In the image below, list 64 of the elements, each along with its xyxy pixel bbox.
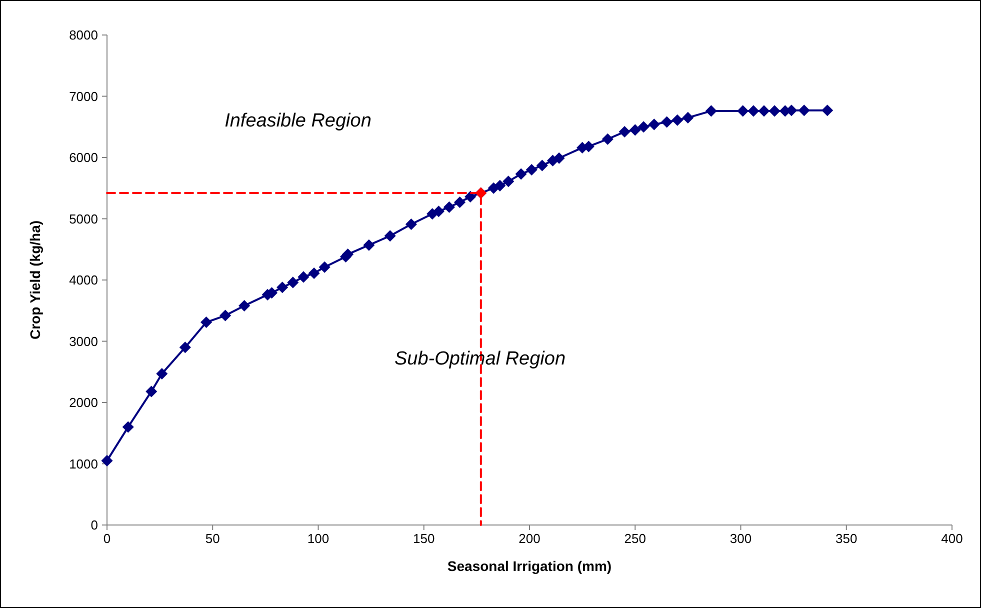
x-tick-label: 150 — [413, 531, 435, 546]
point — [432, 206, 444, 218]
point — [308, 267, 320, 280]
x-tick-label: 100 — [307, 531, 330, 546]
point — [405, 218, 417, 230]
point — [822, 104, 834, 116]
point — [363, 239, 375, 251]
y-tick-label: 2000 — [69, 395, 98, 410]
annotation: Sub-Optimal Region — [394, 348, 566, 370]
point — [768, 105, 780, 117]
point — [602, 133, 614, 145]
y-tick-label: 5000 — [69, 211, 98, 226]
point — [276, 282, 288, 294]
point — [494, 180, 506, 192]
point — [536, 160, 548, 172]
point — [220, 310, 232, 322]
y-tick-label: 7000 — [69, 88, 98, 104]
point — [798, 104, 810, 116]
point — [318, 261, 330, 273]
y-tick-label: 0 — [90, 518, 98, 533]
point — [179, 342, 191, 354]
y-tick-label: 4000 — [69, 272, 98, 288]
point — [629, 124, 641, 136]
x-tick-label: 400 — [941, 531, 963, 546]
point — [443, 201, 455, 213]
point — [454, 196, 466, 208]
point — [526, 164, 538, 176]
point — [672, 114, 684, 126]
x-tick-label: 300 — [730, 531, 752, 546]
x-tick-label: 350 — [836, 531, 858, 546]
y-tick-label: 8000 — [69, 28, 98, 43]
point — [682, 112, 694, 124]
point — [648, 118, 660, 130]
point — [553, 152, 565, 164]
point — [638, 121, 650, 133]
x-tick-label: 50 — [205, 531, 220, 546]
x-axis-title: Seasonal Irrigation (mm) — [447, 558, 612, 574]
point — [502, 176, 514, 188]
point — [515, 168, 527, 180]
point — [156, 368, 168, 380]
y-tick-label: 3000 — [69, 334, 98, 349]
x-tick-label: 200 — [518, 531, 540, 546]
point — [737, 105, 749, 117]
point — [287, 276, 299, 288]
point — [618, 126, 630, 138]
y-axis-title: Crop Yield (kg/ha) — [27, 220, 43, 340]
point — [464, 190, 476, 202]
point — [705, 105, 717, 117]
point — [146, 386, 158, 398]
x-tick-label: 0 — [103, 531, 111, 546]
point — [758, 105, 770, 117]
point — [238, 300, 250, 312]
y-tick-label: 1000 — [69, 456, 98, 472]
point — [122, 421, 134, 433]
y-tick-label: 6000 — [69, 150, 98, 166]
x-tick-label: 250 — [624, 531, 646, 546]
point — [661, 116, 673, 128]
point — [200, 316, 212, 328]
annotation: Infeasible Region — [224, 110, 372, 132]
point — [748, 105, 760, 117]
point — [384, 230, 396, 242]
point — [342, 248, 354, 260]
point — [298, 271, 310, 283]
point — [101, 454, 113, 466]
